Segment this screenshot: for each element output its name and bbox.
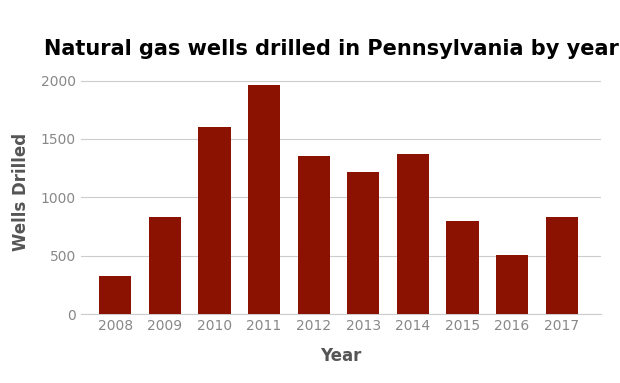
Bar [347,172,379,314]
Bar [446,221,479,314]
X-axis label: Year: Year [321,347,361,365]
Bar [496,255,528,314]
Bar [298,157,330,314]
Bar [546,217,578,314]
Bar [397,154,429,314]
Bar [198,127,231,314]
Bar [248,85,280,314]
Bar [99,275,131,314]
Bar [149,217,181,314]
Y-axis label: Wells Drilled: Wells Drilled [12,133,30,250]
Text: Natural gas wells drilled in Pennsylvania by year: Natural gas wells drilled in Pennsylvani… [44,39,619,59]
